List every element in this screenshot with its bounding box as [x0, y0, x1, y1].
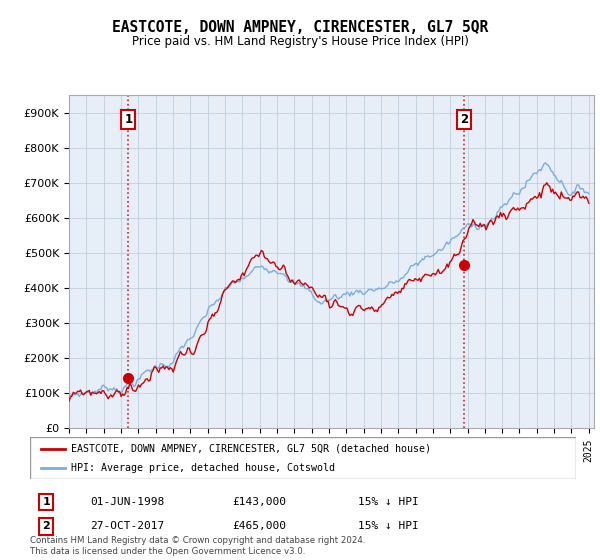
Text: Contains HM Land Registry data © Crown copyright and database right 2024.
This d: Contains HM Land Registry data © Crown c… [30, 536, 365, 556]
Text: 15% ↓ HPI: 15% ↓ HPI [358, 497, 418, 507]
Text: Price paid vs. HM Land Registry's House Price Index (HPI): Price paid vs. HM Land Registry's House … [131, 35, 469, 48]
Text: 27-OCT-2017: 27-OCT-2017 [90, 521, 164, 531]
Text: HPI: Average price, detached house, Cotswold: HPI: Average price, detached house, Cots… [71, 463, 335, 473]
Text: 2: 2 [43, 521, 50, 531]
Text: 1: 1 [124, 113, 133, 126]
Text: 2: 2 [460, 113, 469, 126]
Text: EASTCOTE, DOWN AMPNEY, CIRENCESTER, GL7 5QR (detached house): EASTCOTE, DOWN AMPNEY, CIRENCESTER, GL7 … [71, 444, 431, 454]
Text: 1: 1 [43, 497, 50, 507]
Text: £143,000: £143,000 [232, 497, 286, 507]
Text: 15% ↓ HPI: 15% ↓ HPI [358, 521, 418, 531]
Text: £465,000: £465,000 [232, 521, 286, 531]
Text: 01-JUN-1998: 01-JUN-1998 [90, 497, 164, 507]
Text: EASTCOTE, DOWN AMPNEY, CIRENCESTER, GL7 5QR: EASTCOTE, DOWN AMPNEY, CIRENCESTER, GL7 … [112, 20, 488, 35]
